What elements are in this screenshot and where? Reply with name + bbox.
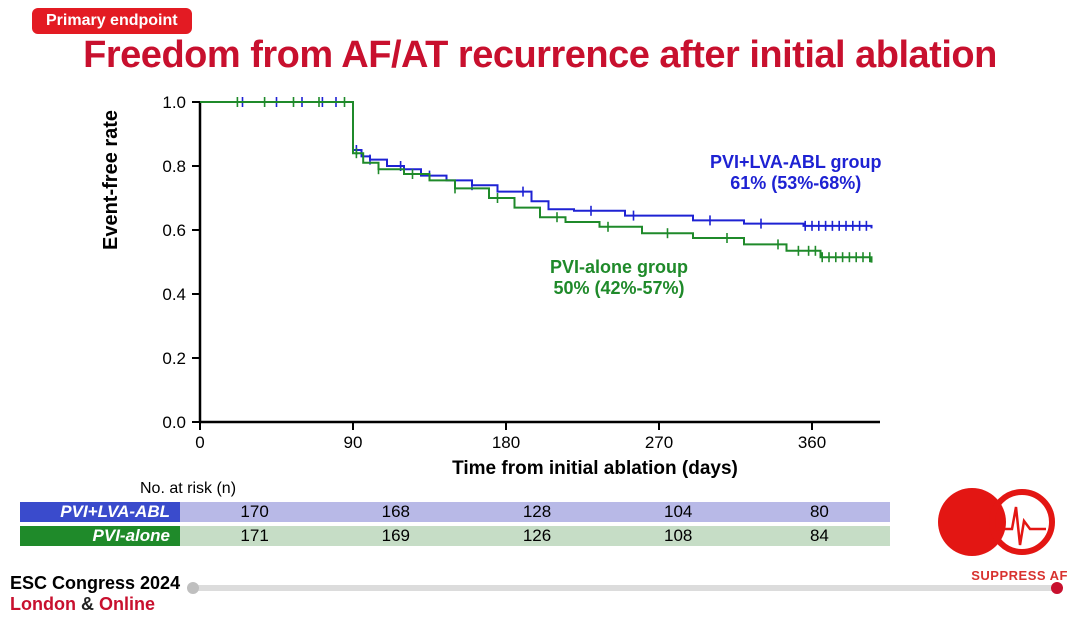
footer-city: London <box>10 594 76 614</box>
svg-text:270: 270 <box>645 433 673 452</box>
risk-table: PVI+LVA-ABL17016812810480PVI-alone171169… <box>20 500 890 548</box>
svg-text:0: 0 <box>195 433 204 452</box>
suppress-af-logo <box>930 477 1060 577</box>
svg-text:90: 90 <box>344 433 363 452</box>
risk-table-header: No. at risk (n) <box>140 480 236 498</box>
progress-start-dot <box>187 582 199 594</box>
slide-progress <box>190 585 1060 591</box>
risk-cell: 126 <box>466 526 607 546</box>
risk-cell: 104 <box>608 502 749 522</box>
footer-online: Online <box>99 594 155 614</box>
primary-endpoint-badge: Primary endpoint <box>32 8 192 34</box>
risk-cell: 169 <box>325 526 466 546</box>
risk-cell: 170 <box>184 502 325 522</box>
svg-text:1.0: 1.0 <box>162 93 186 112</box>
risk-row-values: 17116912610884 <box>180 526 890 546</box>
risk-row: PVI-alone17116912610884 <box>20 524 890 548</box>
risk-row-values: 17016812810480 <box>180 502 890 522</box>
footer-congress: ESC Congress 2024 <box>10 573 180 594</box>
series-label-pvi-lva-abl: PVI+LVA-ABL group61% (53%-68%) <box>710 152 882 193</box>
page-title: Freedom from AF/AT recurrence after init… <box>0 34 1080 77</box>
series-label-pvi-alone: PVI-alone group50% (42%-57%) <box>550 257 688 298</box>
y-axis-label: Event-free rate <box>100 110 123 250</box>
svg-text:0.0: 0.0 <box>162 413 186 432</box>
footer-amp: & <box>76 594 99 614</box>
risk-cell: 168 <box>325 502 466 522</box>
risk-cell: 108 <box>608 526 749 546</box>
footer-location: London & Online <box>10 594 180 615</box>
risk-row-label: PVI-alone <box>20 526 180 546</box>
svg-text:0.2: 0.2 <box>162 349 186 368</box>
svg-text:0.4: 0.4 <box>162 285 186 304</box>
risk-cell: 84 <box>749 526 890 546</box>
risk-row: PVI+LVA-ABL17016812810480 <box>20 500 890 524</box>
risk-cell: 128 <box>466 502 607 522</box>
footer: ESC Congress 2024 London & Online <box>10 573 180 615</box>
risk-cell: 80 <box>749 502 890 522</box>
svg-text:180: 180 <box>492 433 520 452</box>
km-chart: 0 90 180 270 360 0.0 0.2 0.4 0.6 0.8 1.0 PVI+LVA-A… <box>130 92 890 462</box>
risk-row-label: PVI+LVA-ABL <box>20 502 180 522</box>
svg-text:0.6: 0.6 <box>162 221 186 240</box>
svg-text:0.8: 0.8 <box>162 157 186 176</box>
svg-text:360: 360 <box>798 433 826 452</box>
risk-cell: 171 <box>184 526 325 546</box>
logo-text: SUPPRESS AF <box>971 568 1068 583</box>
progress-end-dot <box>1051 582 1063 594</box>
km-svg: 0 90 180 270 360 0.0 0.2 0.4 0.6 0.8 1.0 <box>130 92 890 462</box>
